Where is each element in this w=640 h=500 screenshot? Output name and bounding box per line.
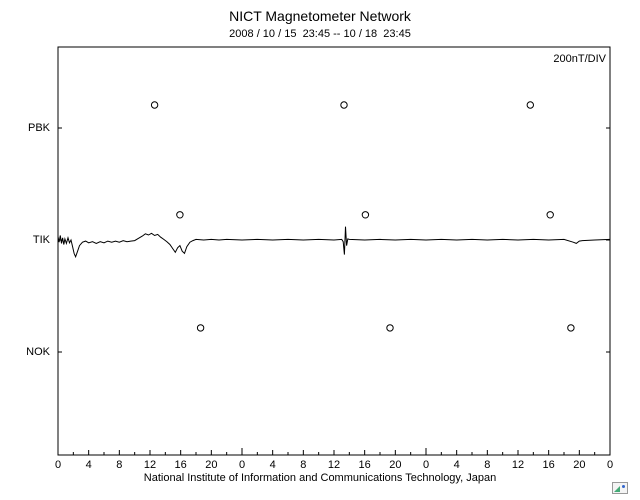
x-tick-label: 16 [174,459,187,471]
x-tick-label: 20 [573,459,586,471]
corner-logo-icon [612,482,628,494]
x-tick-label: 12 [327,459,341,471]
x-tick-label: 12 [143,459,157,471]
x-tick-label: 8 [484,459,491,471]
x-tick-label: 8 [116,459,123,471]
x-tick-label: 20 [389,459,402,471]
x-tick-label: 4 [85,459,92,471]
x-tick-label: 0 [422,459,430,471]
caption-text: National Institute of Information and Co… [143,472,497,484]
corner-logo-triangle [614,486,620,492]
x-tick-label: 20 [205,459,218,471]
chart-subtitle: 2008 / 10 / 15 23:45 -- 10 / 18 23:45 [229,28,411,40]
x-tick-label: 12 [511,459,525,471]
station-label-nok: NOK [26,346,50,358]
x-tick-label: 16 [358,459,371,471]
x-tick-label: 0 [238,459,246,471]
x-tick-label: 0 [54,459,62,471]
x-tick-label: 8 [300,459,307,471]
x-tick-label: 0 [606,459,614,471]
x-tick-label: 16 [542,459,555,471]
station-label-pbk: PBK [27,122,50,134]
corner-logo-dot [622,485,625,488]
x-tick-label: 4 [453,459,460,471]
chart-title: NICT Magnetometer Network [229,8,411,24]
x-tick-label: 4 [269,459,276,471]
scale-per-division-label: 200nT/DIV [553,53,606,65]
station-label-tik: TIK [32,234,50,246]
